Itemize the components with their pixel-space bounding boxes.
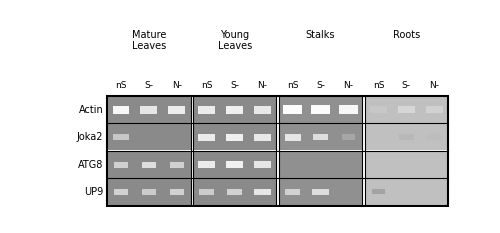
Text: nS: nS: [372, 81, 384, 90]
Bar: [254, 106, 271, 114]
Bar: [426, 134, 442, 140]
Bar: [254, 161, 271, 168]
Bar: [226, 134, 244, 141]
Bar: [168, 106, 185, 114]
Bar: [342, 134, 355, 140]
Text: nS: nS: [201, 81, 212, 90]
Text: nS: nS: [115, 81, 126, 90]
Bar: [278, 151, 362, 178]
Bar: [114, 161, 128, 168]
Bar: [142, 189, 156, 195]
Bar: [114, 189, 128, 195]
Bar: [142, 161, 156, 168]
Bar: [370, 106, 387, 113]
Bar: [362, 96, 364, 206]
Bar: [284, 134, 300, 141]
Bar: [310, 106, 330, 114]
Bar: [193, 179, 276, 205]
Bar: [313, 134, 328, 140]
Bar: [364, 179, 448, 205]
Bar: [114, 134, 128, 140]
Text: Young
Leaves: Young Leaves: [218, 30, 252, 51]
Text: N-: N-: [258, 81, 268, 90]
Text: S-: S-: [402, 81, 411, 90]
Text: Mature
Leaves: Mature Leaves: [132, 30, 166, 51]
Bar: [278, 124, 362, 150]
Bar: [364, 97, 448, 123]
Bar: [140, 106, 157, 114]
Text: Roots: Roots: [392, 30, 420, 40]
Text: N-: N-: [172, 81, 181, 90]
Bar: [193, 124, 276, 150]
Bar: [226, 106, 244, 114]
Bar: [107, 179, 190, 205]
Bar: [285, 189, 300, 195]
Bar: [199, 189, 214, 195]
Bar: [338, 106, 358, 114]
Bar: [198, 106, 216, 114]
Bar: [398, 134, 414, 140]
Bar: [112, 106, 130, 114]
Bar: [170, 161, 183, 168]
Text: N-: N-: [429, 81, 439, 90]
Bar: [170, 189, 183, 195]
Text: S-: S-: [230, 81, 239, 90]
Text: N-: N-: [344, 81, 353, 90]
Bar: [276, 96, 278, 206]
Bar: [278, 179, 362, 205]
Bar: [190, 96, 193, 206]
Bar: [198, 161, 216, 168]
Bar: [283, 106, 302, 114]
Text: ATG8: ATG8: [78, 160, 103, 170]
Bar: [226, 161, 244, 168]
Bar: [372, 189, 385, 194]
Bar: [364, 151, 448, 178]
Text: UP9: UP9: [84, 187, 103, 197]
Bar: [107, 97, 190, 123]
Text: Stalks: Stalks: [306, 30, 335, 40]
Text: S-: S-: [316, 81, 325, 90]
Text: S-: S-: [144, 81, 154, 90]
Bar: [398, 106, 415, 113]
Bar: [227, 189, 242, 195]
Bar: [107, 124, 190, 150]
Text: nS: nS: [287, 81, 298, 90]
Bar: [254, 134, 271, 141]
Text: Joka2: Joka2: [76, 132, 103, 142]
Bar: [426, 106, 443, 113]
Bar: [107, 96, 448, 206]
Bar: [193, 97, 276, 123]
Text: Actin: Actin: [78, 105, 103, 115]
Bar: [107, 151, 190, 178]
Bar: [312, 189, 328, 195]
Bar: [278, 97, 362, 123]
Bar: [193, 151, 276, 178]
Bar: [364, 124, 448, 150]
Bar: [254, 188, 270, 195]
Bar: [198, 134, 216, 141]
